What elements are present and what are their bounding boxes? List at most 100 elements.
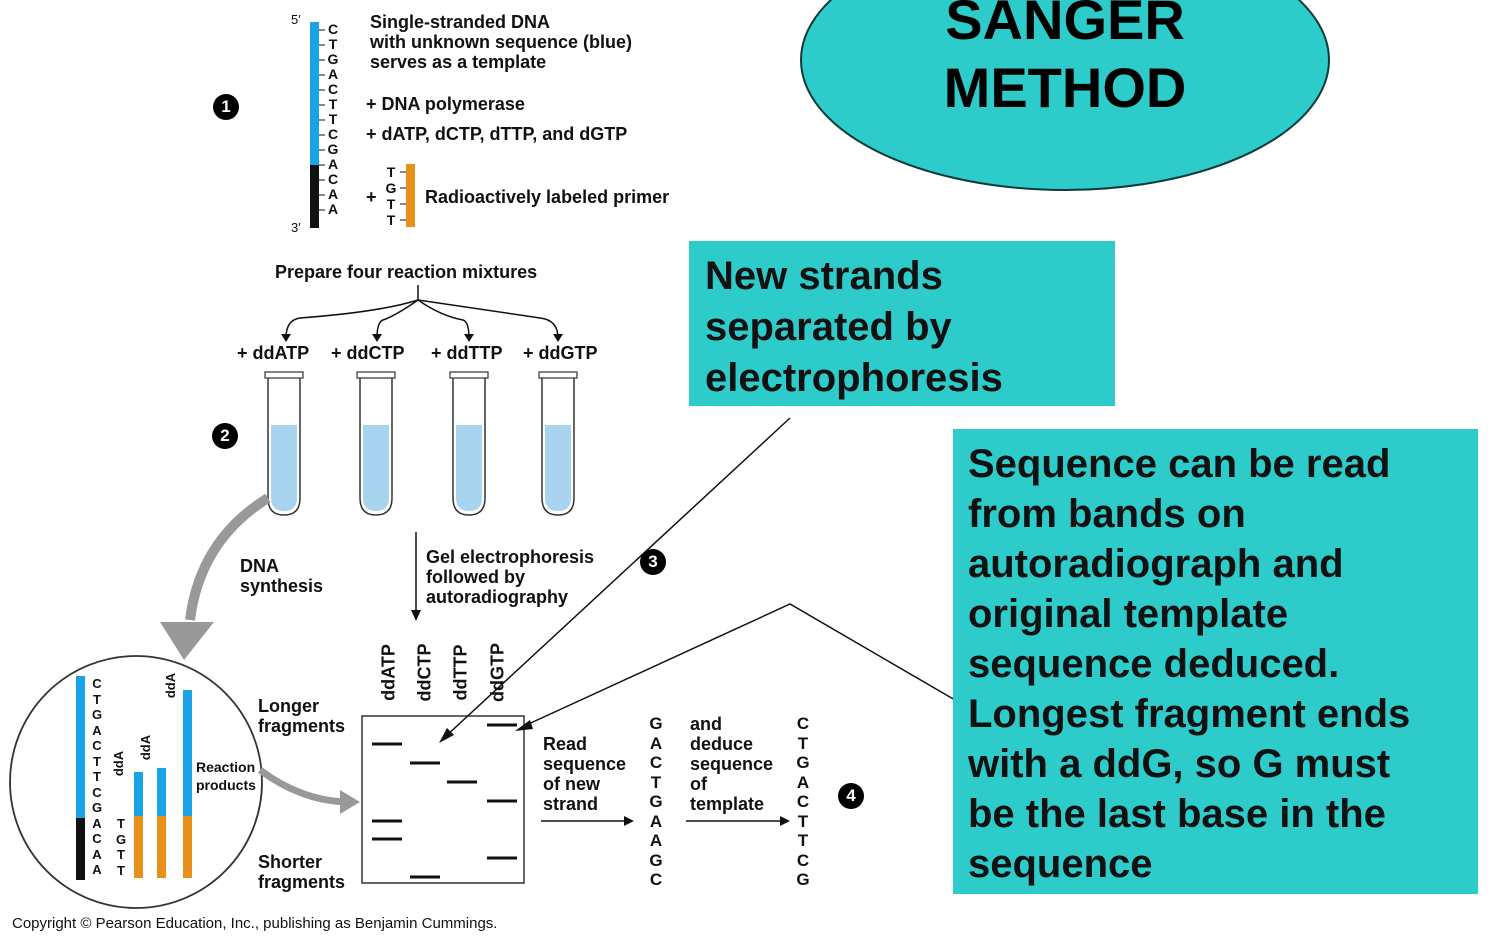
branch-arrowheads: [281, 334, 563, 342]
product-3-orange: [183, 816, 192, 878]
shorter-line: fragments: [258, 872, 346, 892]
template-base: C: [327, 81, 339, 97]
primer-label: Radioactively labeled primer: [425, 187, 670, 207]
template-strand-blue: [310, 22, 319, 165]
callout1-line: electrophoresis: [705, 356, 1003, 400]
title-ellipse: [800, 0, 1330, 191]
prime3-label: 3′: [291, 220, 301, 235]
circle-template-base: T: [93, 769, 101, 784]
prime5-label: 5′: [291, 12, 301, 27]
primer-base: G: [385, 180, 397, 196]
tube-label-ddatp: + ddATP: [237, 343, 310, 363]
template-base: G: [327, 51, 339, 67]
new-strand-base: A: [649, 811, 663, 831]
read-text-line: sequence: [543, 754, 627, 774]
primer-base: T: [386, 164, 396, 180]
dna-synthesis-label: DNA synthesis: [240, 556, 323, 596]
callout1-line: separated by: [705, 305, 952, 349]
step-3-marker: 3: [640, 549, 666, 575]
template-strand-black: [310, 165, 319, 228]
tube-label-ddgtp: + ddGTP: [523, 343, 598, 363]
prepare-label: Prepare four reaction mixtures: [275, 262, 538, 282]
to-gel-arrowhead: [340, 790, 360, 814]
deduced-base: T: [797, 831, 809, 850]
copyright-text: Copyright © Pearson Education, Inc., pub…: [12, 915, 498, 932]
template-deduced-sequence: C T G A C T T C G: [795, 714, 811, 890]
step-2-marker: 2: [212, 423, 238, 449]
deduced-base: C: [796, 850, 810, 870]
callout2-line: with a ddG, so G must: [968, 742, 1391, 786]
circle-template-base: A: [92, 862, 102, 877]
product-1-blue: [134, 772, 143, 816]
step-4-marker: 4: [838, 783, 864, 809]
circle-template-blue: [76, 676, 85, 818]
circle-primer-base: T: [117, 847, 125, 862]
template-base: C: [327, 126, 339, 142]
read-text: Read sequence of new strand: [543, 734, 626, 814]
deduce-arrowhead: [780, 816, 790, 826]
new-strand-sequence: G A C T G A A G C: [648, 714, 664, 890]
circle-primer-base: G: [115, 831, 127, 847]
callout1-line: New strands: [705, 254, 943, 298]
template-text-line: with unknown sequence (blue): [370, 32, 633, 52]
callout2-line: from bands on: [968, 492, 1246, 536]
reaction-products-label: Reaction products: [196, 758, 256, 794]
gel-text-line: autoradiography: [426, 587, 569, 607]
gel-text: Gel electrophoresis followed by autoradi…: [426, 547, 594, 607]
callout2-line: Sequence can be read: [968, 442, 1391, 486]
circle-template-base: G: [91, 800, 103, 815]
new-strand-base: G: [649, 792, 663, 811]
primer-sequence: T G T T: [383, 164, 399, 228]
circle-template-base: T: [93, 691, 101, 707]
longer-fragments-label: Longer fragments: [258, 696, 345, 736]
circle-primer-base: T: [117, 816, 125, 831]
lane-label-ddctp: ddCTP: [414, 643, 435, 702]
template-base: A: [327, 186, 339, 202]
reaction-products-line: Reaction: [196, 759, 256, 775]
deduce-text-line: deduce: [690, 734, 754, 754]
product-2-blue: [157, 768, 166, 816]
callout2-line: autoradiograph and: [968, 542, 1344, 586]
branch-arrows: [285, 285, 559, 339]
tube-ddgtp: [538, 371, 578, 516]
template-sequence: C T G A C T T C G A C A A: [325, 22, 341, 217]
lane-label-ddgtp: ddGTP: [487, 643, 508, 702]
gel-down-arrowhead: [411, 610, 421, 621]
callout1-pointer-head: [439, 728, 454, 743]
sequence-callout: Sequence can be read from bands on autor…: [953, 429, 1478, 894]
deduce-text-line: sequence: [690, 754, 774, 774]
title: SANGER METHOD: [860, 0, 1270, 122]
tube-ddctp: [356, 371, 396, 516]
gel-text-line: Gel electrophoresis: [426, 547, 595, 567]
step-1-marker: 1: [213, 94, 239, 120]
deduced-base: T: [797, 811, 809, 831]
template-base: A: [327, 156, 339, 172]
template-base: C: [327, 171, 339, 187]
product-2-orange: [157, 816, 166, 878]
deduced-base: C: [796, 714, 810, 733]
dna-synthesis-line: synthesis: [240, 576, 324, 596]
callout2-line: original template: [968, 592, 1289, 636]
dntps-label: + dATP, dCTP, dTTP, and dGTP: [366, 124, 628, 144]
deduced-base: C: [796, 792, 810, 811]
template-tick-marks: [319, 29, 325, 211]
callout2-line: be the last base in the: [968, 792, 1386, 836]
circle-template-sequence: C T G A C T T C G A C A A: [89, 676, 105, 878]
read-text-line: Read: [543, 734, 588, 754]
primer-strand: [406, 164, 415, 227]
circle-template-base: C: [92, 831, 102, 846]
gel-bands: [372, 723, 517, 879]
dd-label-3: ddA: [163, 672, 179, 699]
deduce-text-line: template: [690, 794, 765, 814]
title-line-2: METHOD: [943, 56, 1187, 119]
shorter-line: Shorter: [258, 852, 323, 872]
callout2-line: sequence: [968, 842, 1153, 886]
title-line-1: SANGER: [945, 0, 1185, 51]
tube-ddttp: [449, 371, 489, 516]
template-base: T: [328, 36, 338, 52]
deduced-base: T: [797, 733, 809, 753]
circle-template-base: A: [92, 815, 102, 831]
primer-base: T: [386, 196, 396, 212]
deduce-text: and deduce sequence of template: [690, 714, 773, 814]
